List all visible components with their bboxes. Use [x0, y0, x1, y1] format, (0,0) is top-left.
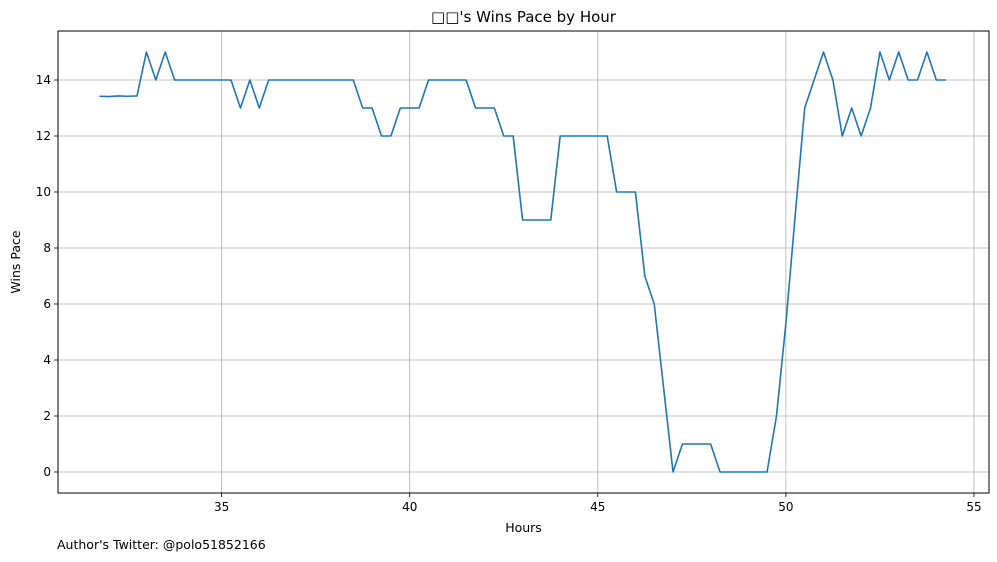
author-credit: Author's Twitter: @polo51852166	[57, 537, 266, 552]
x-axis-label: Hours	[505, 520, 542, 535]
x-tick-label: 45	[590, 500, 605, 514]
y-tick-label: 0	[43, 465, 51, 479]
x-tick-label: 55	[966, 500, 981, 514]
x-tick-label: 35	[214, 500, 229, 514]
plot-frame	[57, 30, 990, 494]
grid-lines	[58, 31, 989, 493]
series-line-0	[99, 51, 946, 473]
y-tick-label: 8	[43, 241, 51, 255]
y-tick-label: 14	[36, 73, 51, 87]
y-axis-ticks: 0 2 4 6 8 10 12 14	[36, 73, 58, 479]
x-tick-label: 50	[778, 500, 793, 514]
x-axis-ticks: 35 40 45 50 55	[214, 493, 982, 514]
y-axis-label: Wins Pace	[8, 230, 23, 293]
y-tick-label: 4	[43, 353, 51, 367]
y-tick-label: 2	[43, 409, 51, 423]
y-tick-label: 6	[43, 297, 51, 311]
chart-title: □□'s Wins Pace by Hour	[431, 8, 617, 26]
y-tick-label: 10	[36, 185, 51, 199]
x-tick-label: 40	[402, 500, 417, 514]
series-layer	[99, 51, 946, 473]
y-tick-label: 12	[36, 129, 51, 143]
